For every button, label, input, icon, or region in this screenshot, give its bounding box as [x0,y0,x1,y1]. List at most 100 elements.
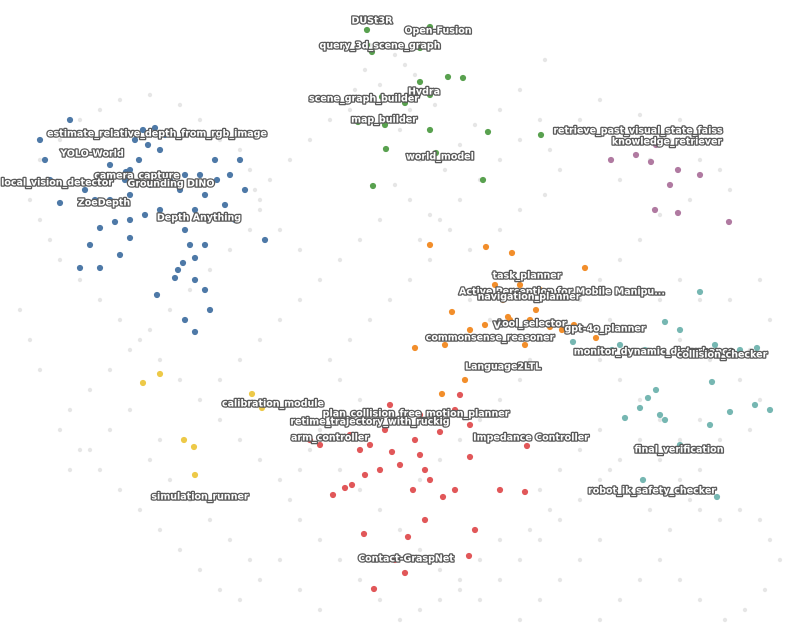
scatter-point [542,192,548,198]
scatter-point [677,477,683,483]
point-label: collision_checker [677,350,768,361]
scatter-point [661,416,669,424]
scatter-point [437,597,443,603]
scatter-point [438,390,446,398]
point-label: navigation_planner [478,292,581,303]
scatter-point [592,334,600,342]
scatter-point [637,577,643,583]
scatter-point [337,257,343,263]
scatter-point [156,370,164,378]
scatter-point [257,457,263,463]
point-label: local_vision_detector [1,178,113,189]
scatter-point [617,257,623,263]
scatter-point [381,426,389,434]
scatter-point [144,141,152,149]
scatter-point [537,487,543,493]
scatter-point [248,390,256,398]
scatter-point [226,171,234,179]
scatter-point [329,491,337,499]
scatter-point [327,357,333,363]
point-label: estimate_relative_depth_from_rgb_image [47,129,267,140]
scatter-point [207,517,213,523]
scatter-point [637,437,643,443]
scatter-point [307,447,313,453]
scatter-point [432,102,438,108]
scatter-point [360,530,368,538]
scatter-point [41,156,49,164]
scatter-point [196,171,204,179]
scatter-point [627,487,633,493]
scatter-point [707,357,713,363]
scatter-point [537,117,543,123]
scatter-point [697,297,703,303]
scatter-point [441,341,449,349]
scatter-point [497,227,503,233]
scatter-point [597,277,603,283]
scatter-point [116,151,124,159]
labels-layer: DUSt3R Open-Fusion query_3d_scene_graph Hyd… [0,14,769,566]
scatter-point [197,567,203,573]
scatter-point [777,557,783,563]
scatter-point [717,517,723,523]
scatter-point [171,274,179,282]
scatter-point [179,259,187,267]
scatter-point [526,316,534,324]
scatter-point [597,357,603,363]
point-label: plan_collision_free_motion_planner [323,409,510,420]
scatter-point [448,308,456,316]
scatter-point [523,442,531,450]
scatter-point [411,436,419,444]
point-label: gpt-4o_planner [564,324,645,335]
scatter-point [427,257,433,263]
scatter-point [107,367,113,373]
scatter-point [317,607,323,613]
scatter-point [197,397,203,403]
scatter-point [466,453,474,461]
scatter-point [696,288,704,296]
scatter-point [407,107,413,113]
scatter-point [697,157,703,163]
scatter-point [542,57,548,63]
scatter-point [287,157,293,163]
scatter-point [727,187,733,193]
scatter-point [401,416,409,424]
scatter-point [697,507,703,513]
scatter-point [451,406,459,414]
point-label: query_3d_scene_graph [320,41,441,52]
scatter-point [157,357,163,363]
scatter-point [227,247,233,253]
scatter-point [517,207,523,213]
scatter-point [297,587,303,593]
scatter-point [437,567,443,573]
point-label: retrieve_past_visual_state_faiss [553,126,723,137]
scatter-point [725,218,733,226]
scatter-point [81,186,89,194]
scatter-point [213,176,221,184]
scatter-point [186,241,194,249]
scatter-point [366,441,374,449]
scatter-point [176,186,184,194]
scatter-point [496,486,504,494]
scatter-point [237,597,243,603]
scatter-point [306,436,314,444]
scatter-point [317,277,323,283]
scatter-point [277,227,283,233]
scatter-point [392,52,398,58]
scatter-point [376,466,384,474]
scatter-point [387,297,393,303]
scatter-point [451,486,459,494]
scatter-point [190,443,198,451]
point-label: retime_trajectory_with_ruckig [290,417,449,428]
scatter-point [191,276,199,284]
scatter-point [391,556,399,564]
scatter-point [687,197,693,203]
scatter-point [47,237,53,243]
scatter-point [370,585,378,593]
scatter-point [377,507,383,513]
scatter-point [67,467,73,473]
scatter-point [696,351,704,359]
scatter-point [207,267,213,273]
scatter-point [667,137,673,143]
scatter-point [477,417,483,423]
scatter-point [287,497,293,503]
